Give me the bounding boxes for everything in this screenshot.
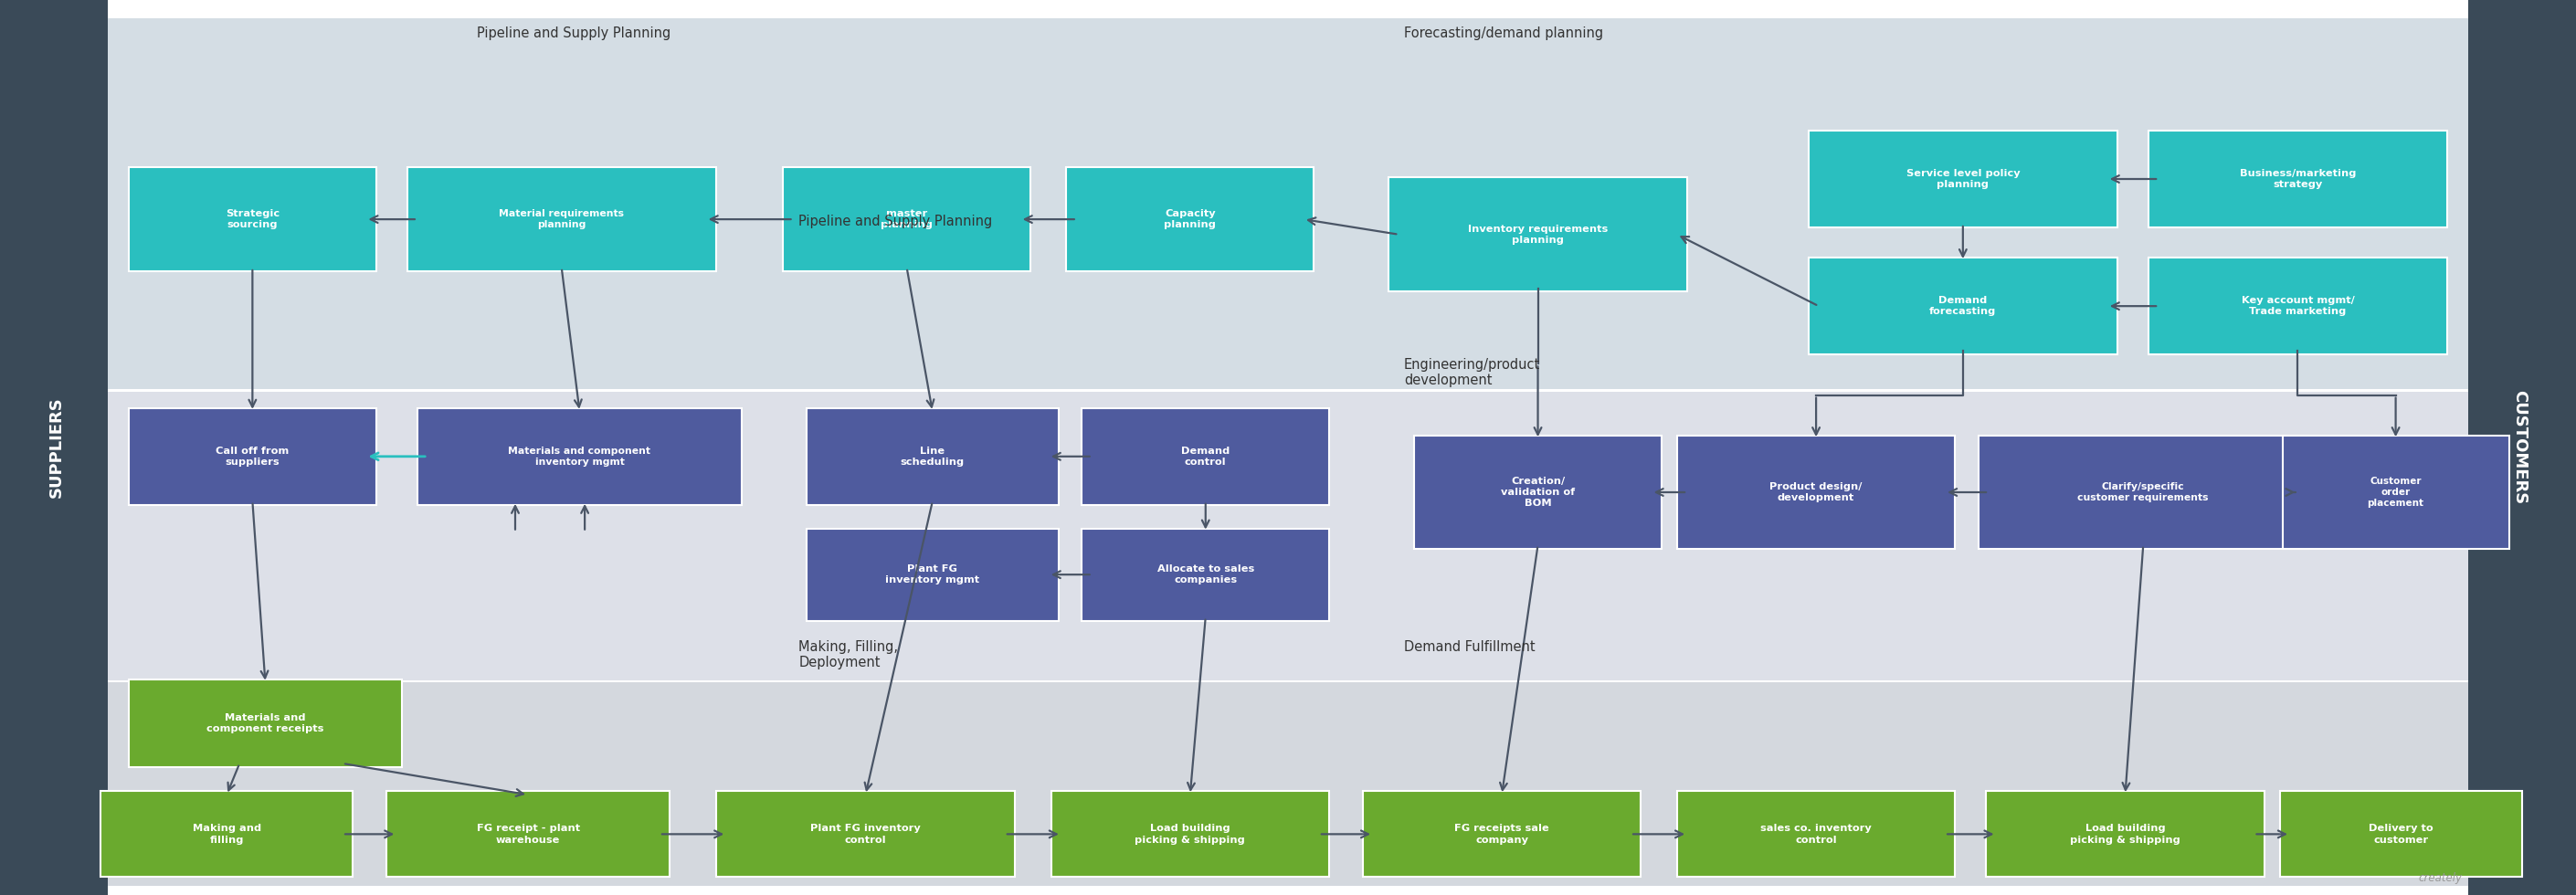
Text: Demand
forecasting: Demand forecasting — [1929, 296, 1996, 316]
FancyBboxPatch shape — [129, 408, 376, 505]
Text: CUSTOMERS: CUSTOMERS — [2512, 390, 2527, 505]
Text: Load building
picking & shipping: Load building picking & shipping — [2071, 824, 2179, 844]
Text: Creation/
validation of
BOM: Creation/ validation of BOM — [1502, 476, 1574, 508]
Text: Demand Fulfillment: Demand Fulfillment — [1404, 640, 1535, 653]
FancyBboxPatch shape — [417, 408, 742, 505]
Text: Allocate to sales
companies: Allocate to sales companies — [1157, 565, 1255, 584]
FancyBboxPatch shape — [407, 167, 716, 271]
Text: Materials and
component receipts: Materials and component receipts — [206, 713, 325, 733]
Text: Materials and component
inventory mgmt: Materials and component inventory mgmt — [507, 447, 652, 466]
FancyBboxPatch shape — [783, 167, 1030, 271]
FancyBboxPatch shape — [108, 682, 2494, 886]
Text: Pipeline and Supply Planning: Pipeline and Supply Planning — [477, 27, 670, 40]
FancyBboxPatch shape — [716, 791, 1015, 877]
FancyBboxPatch shape — [1414, 436, 1662, 549]
FancyBboxPatch shape — [386, 791, 670, 877]
Text: Demand
control: Demand control — [1182, 447, 1229, 466]
FancyBboxPatch shape — [1388, 177, 1687, 292]
Text: Strategic
sourcing: Strategic sourcing — [227, 209, 278, 229]
Text: Pipeline and Supply Planning: Pipeline and Supply Planning — [799, 215, 992, 228]
FancyBboxPatch shape — [1808, 258, 2117, 354]
Text: Making and
filling: Making and filling — [193, 824, 260, 844]
Text: Inventory requirements
planning: Inventory requirements planning — [1468, 225, 1607, 244]
FancyBboxPatch shape — [1082, 408, 1329, 505]
Text: Key account mgmt/
Trade marketing: Key account mgmt/ Trade marketing — [2241, 296, 2354, 316]
FancyBboxPatch shape — [1363, 791, 1641, 877]
Text: Forecasting/demand planning: Forecasting/demand planning — [1404, 27, 1602, 40]
Text: FG receipts sale
company: FG receipts sale company — [1455, 824, 1548, 844]
FancyBboxPatch shape — [806, 408, 1059, 505]
FancyBboxPatch shape — [1051, 791, 1329, 877]
FancyBboxPatch shape — [2148, 131, 2447, 227]
Text: sales co. inventory
control: sales co. inventory control — [1759, 824, 1873, 844]
Text: master
planning: master planning — [881, 209, 933, 229]
Text: Product design/
development: Product design/ development — [1770, 482, 1862, 502]
Text: Service level policy
planning: Service level policy planning — [1906, 169, 2020, 189]
FancyBboxPatch shape — [806, 528, 1059, 621]
FancyBboxPatch shape — [1986, 791, 2264, 877]
Text: Capacity
planning: Capacity planning — [1164, 209, 1216, 229]
Text: Engineering/product
development: Engineering/product development — [1404, 358, 1540, 388]
Text: Call off from
suppliers: Call off from suppliers — [216, 447, 289, 466]
Text: creately: creately — [2419, 873, 2463, 884]
FancyBboxPatch shape — [108, 18, 2494, 389]
FancyBboxPatch shape — [1066, 167, 1314, 271]
Text: Plant FG inventory
control: Plant FG inventory control — [811, 824, 920, 844]
Text: Delivery to
customer: Delivery to customer — [2367, 824, 2434, 844]
FancyBboxPatch shape — [129, 167, 376, 271]
Text: FG receipt - plant
warehouse: FG receipt - plant warehouse — [477, 824, 580, 844]
FancyBboxPatch shape — [1082, 528, 1329, 621]
FancyBboxPatch shape — [1808, 131, 2117, 227]
FancyBboxPatch shape — [1677, 791, 1955, 877]
Text: Business/marketing
strategy: Business/marketing strategy — [2239, 169, 2357, 189]
Text: Load building
picking & shipping: Load building picking & shipping — [1136, 824, 1244, 844]
FancyBboxPatch shape — [1677, 436, 1955, 549]
FancyBboxPatch shape — [2282, 436, 2509, 549]
Text: Customer
order
placement: Customer order placement — [2367, 476, 2424, 508]
Text: Line
scheduling: Line scheduling — [902, 447, 963, 466]
FancyBboxPatch shape — [0, 0, 108, 895]
FancyBboxPatch shape — [108, 392, 2494, 680]
FancyBboxPatch shape — [2148, 258, 2447, 354]
FancyBboxPatch shape — [2468, 0, 2576, 895]
FancyBboxPatch shape — [129, 679, 402, 767]
Text: Clarify/specific
customer requirements: Clarify/specific customer requirements — [2079, 482, 2208, 502]
FancyBboxPatch shape — [2280, 791, 2522, 877]
Text: SUPPLIERS: SUPPLIERS — [49, 396, 64, 499]
Text: Material requirements
planning: Material requirements planning — [500, 209, 623, 229]
Text: Plant FG
inventory mgmt: Plant FG inventory mgmt — [886, 565, 979, 584]
Text: Making, Filling,
Deployment: Making, Filling, Deployment — [799, 640, 899, 669]
FancyBboxPatch shape — [100, 791, 353, 877]
FancyBboxPatch shape — [1978, 436, 2308, 549]
